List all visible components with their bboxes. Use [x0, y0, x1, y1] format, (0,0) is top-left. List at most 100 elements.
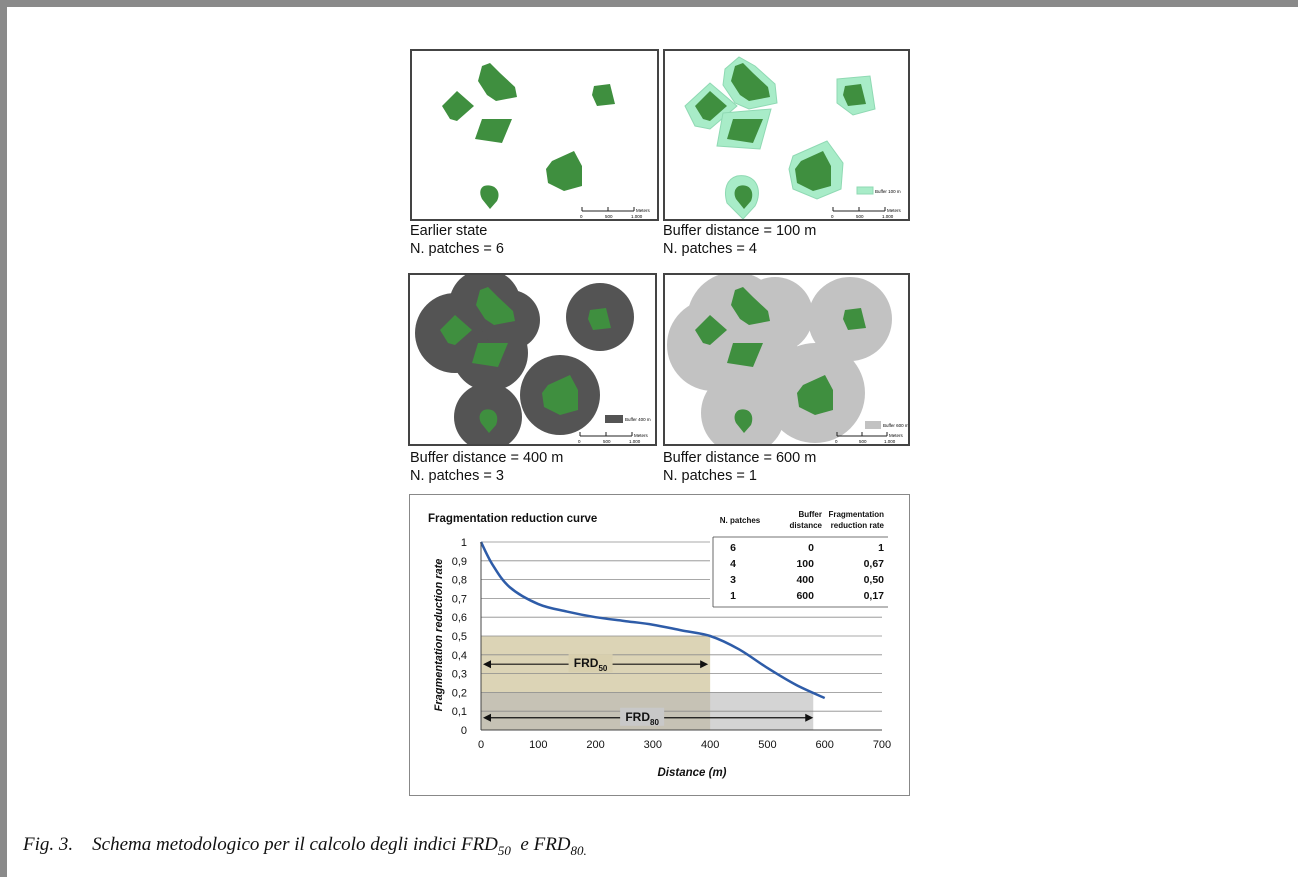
svg-text:1.000: 1.000 — [884, 439, 896, 444]
scale-bar: 0 500 1.000 Meters — [835, 432, 904, 444]
frd50-label-bg — [568, 654, 613, 673]
scale-bar: 0 500 1.000 Meters — [578, 432, 649, 444]
green-patches — [695, 287, 866, 433]
map-panel-buffer-400: Buffer 400 m 0 500 1.000 Meters — [408, 273, 657, 446]
map-patches-buffer-600: Buffer 600 m 0 500 1.000 Meters — [667, 275, 909, 444]
map-panel-buffer-600: Buffer 600 m 0 500 1.000 Meters — [663, 273, 910, 446]
y-tick-label: 0 — [461, 725, 467, 737]
scale-bar: 0 500 1.000 Meters — [831, 207, 902, 219]
y-tick-label: 0,3 — [452, 669, 467, 681]
map-patches-buffer-100: Buffer 100 m 0 500 1.000 Meters — [684, 56, 902, 219]
frd80-arrow-left — [483, 713, 491, 722]
table-cell: 1 — [878, 542, 884, 554]
x-tick-label: 400 — [701, 739, 719, 751]
y-tick-label: 0,8 — [452, 575, 467, 587]
y-tick-label: 0,9 — [452, 556, 467, 568]
panel2-caption-title: Buffer distance = 100 m — [663, 223, 817, 239]
svg-text:0: 0 — [578, 439, 581, 444]
table-cell: 0,17 — [864, 590, 885, 602]
svg-text:Meters: Meters — [889, 433, 904, 438]
table-cell: 600 — [796, 590, 814, 602]
figure-caption-text: Schema metodologico per il calcolo degli… — [92, 834, 498, 855]
legend-buffer-400: Buffer 400 m — [625, 417, 651, 422]
x-tick-label: 500 — [758, 739, 776, 751]
table-cell: 1 — [730, 590, 736, 602]
table-cell: 6 — [730, 542, 736, 554]
frd80-label-bg — [620, 707, 665, 726]
buffer-600-zones — [667, 275, 892, 444]
table-cell: 0,67 — [864, 558, 885, 570]
map-panel-earlier-state: 0 500 1.000 Meters — [410, 49, 659, 221]
panel4-caption-patches: N. patches = 1 — [663, 468, 757, 484]
green-patches — [695, 63, 866, 209]
fragmentation-curve — [479, 541, 826, 700]
x-tick-label: 300 — [644, 739, 662, 751]
figure-caption-mid: e FRD — [510, 834, 571, 855]
y-tick-label: 0,7 — [452, 593, 467, 605]
svg-text:0: 0 — [835, 439, 838, 444]
table-header: distance — [790, 521, 823, 530]
svg-text:0: 0 — [831, 214, 834, 219]
chart-x-axis-label: Distance (m) — [657, 767, 726, 779]
svg-text:500: 500 — [856, 214, 864, 219]
frd50-label: FRD50 — [574, 656, 608, 673]
table-cell: 400 — [796, 574, 814, 586]
x-tick-label: 100 — [529, 739, 547, 751]
svg-text:500: 500 — [605, 214, 613, 219]
legend-buffer-100: Buffer 100 m — [875, 189, 901, 194]
figure-caption-sub80: 80. — [570, 842, 587, 858]
svg-text:1.000: 1.000 — [882, 214, 894, 219]
table-cell: 4 — [730, 558, 736, 570]
map-patches-buffer-400: Buffer 400 m 0 500 1.000 Meters — [415, 275, 651, 444]
panel1-caption-patches: N. patches = 6 — [410, 241, 504, 257]
svg-text:0: 0 — [580, 214, 583, 219]
table-header: Fragmentation — [828, 510, 884, 519]
buffer-100-zones — [684, 56, 876, 219]
panel3-caption-patches: N. patches = 3 — [410, 468, 504, 484]
buffer-400-zones — [415, 275, 634, 444]
y-tick-label: 0,6 — [452, 612, 467, 624]
figure-caption-sub50: 50 — [497, 842, 511, 858]
chart-title: Fragmentation reduction curve — [428, 513, 597, 525]
scale-bar: 0 500 1.000 Meters — [580, 207, 651, 219]
table-header: Buffer — [798, 510, 822, 519]
table-bg — [710, 512, 894, 610]
x-tick-label: 0 — [478, 739, 484, 751]
table-cell: 100 — [796, 558, 814, 570]
svg-text:1.000: 1.000 — [629, 439, 641, 444]
y-tick-label: 0,2 — [452, 687, 467, 699]
svg-text:500: 500 — [859, 439, 867, 444]
frd50-arrow-right — [700, 660, 709, 669]
x-tick-label: 200 — [586, 739, 604, 751]
panel3-caption-title: Buffer distance = 400 m — [410, 450, 564, 466]
frd50-arrow-left — [483, 660, 491, 669]
green-patches — [442, 63, 615, 209]
map-panel-buffer-100: Buffer 100 m 0 500 1.000 Meters — [663, 49, 910, 221]
svg-text:1.000: 1.000 — [631, 214, 643, 219]
table-cell: 0,50 — [864, 574, 885, 586]
panel4-caption-title: Buffer distance = 600 m — [663, 450, 817, 466]
table-header: N. patches — [720, 516, 761, 525]
legend-buffer-600: Buffer 600 m — [883, 423, 909, 428]
y-tick-label: 0,1 — [452, 706, 467, 718]
y-tick-label: 1 — [461, 537, 467, 549]
table-header: reduction rate — [831, 521, 885, 530]
chart-y-axis-label: Fragmentation reduction rate — [433, 559, 445, 712]
figure-caption-prefix: Fig. 3. — [23, 834, 74, 855]
y-tick-label: 0,5 — [452, 631, 467, 643]
map-patches-earlier: 0 500 1.000 Meters — [442, 63, 651, 219]
panel1-caption-title: Earlier state — [410, 223, 488, 239]
table-cell: 0 — [808, 542, 814, 554]
panel2-caption-patches: N. patches = 4 — [663, 241, 757, 257]
frd80-arrow-right — [805, 713, 814, 722]
table-cell: 3 — [730, 574, 736, 586]
green-patches — [440, 287, 611, 433]
frd80-label: FRD80 — [625, 710, 659, 727]
fragmentation-chart-box: 0 0,1 0,2 0,3 0,4 0,5 0,6 0,7 0,8 0,9 1 0 100 200 300 4… — [409, 494, 910, 796]
y-tick-label: 0,4 — [452, 650, 467, 662]
figure-caption: Fig. 3. Schema metodologico per il calco… — [23, 834, 587, 859]
svg-text:Meters: Meters — [887, 208, 902, 213]
x-tick-label: 600 — [816, 739, 834, 751]
svg-text:500: 500 — [603, 439, 611, 444]
